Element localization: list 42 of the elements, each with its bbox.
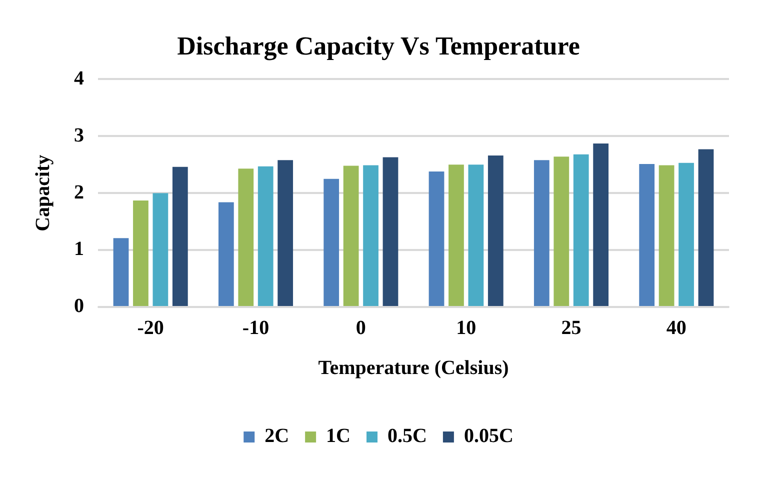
bar xyxy=(258,166,274,306)
y-tick-label: 1 xyxy=(74,238,84,260)
bar xyxy=(428,171,444,306)
bar xyxy=(534,160,550,306)
bar xyxy=(382,157,398,306)
bar xyxy=(658,165,674,306)
bar xyxy=(152,193,168,306)
bar xyxy=(698,149,714,306)
y-tick-label: 4 xyxy=(74,67,84,90)
y-tick-label: 0 xyxy=(74,295,84,318)
bar xyxy=(678,162,694,306)
y-tick-label: 2 xyxy=(74,181,84,204)
legend-label: 2C xyxy=(264,425,290,448)
chart-title: Discharge Capacity Vs Temperature xyxy=(177,31,580,60)
bar xyxy=(278,160,294,306)
bar xyxy=(238,168,254,306)
x-tick-label: 0 xyxy=(356,317,366,340)
bar xyxy=(573,154,589,306)
x-tick-label: 25 xyxy=(561,317,582,340)
x-tick-label: -20 xyxy=(137,317,164,340)
y-axis-title: Capacity xyxy=(32,154,54,232)
bar xyxy=(554,156,570,306)
legend-label: 1C xyxy=(326,425,351,448)
bar xyxy=(639,164,655,306)
x-axis-title: Temperature (Celsius) xyxy=(318,357,509,380)
bar xyxy=(593,144,609,306)
x-tick-label: 40 xyxy=(666,317,686,340)
legend-label: 0.5C xyxy=(388,425,427,448)
bar xyxy=(324,178,340,306)
bar xyxy=(133,200,148,306)
bar xyxy=(343,166,359,306)
bar xyxy=(218,202,234,306)
bar xyxy=(172,166,188,306)
bar xyxy=(448,164,464,306)
bar xyxy=(488,156,504,306)
legend-label: 0.05C xyxy=(464,425,514,448)
x-tick-label: -10 xyxy=(242,317,270,340)
bar xyxy=(113,238,129,306)
y-tick-label: 3 xyxy=(74,124,84,146)
x-tick-label: 10 xyxy=(456,317,476,340)
bar xyxy=(468,164,484,306)
bar xyxy=(363,165,378,306)
